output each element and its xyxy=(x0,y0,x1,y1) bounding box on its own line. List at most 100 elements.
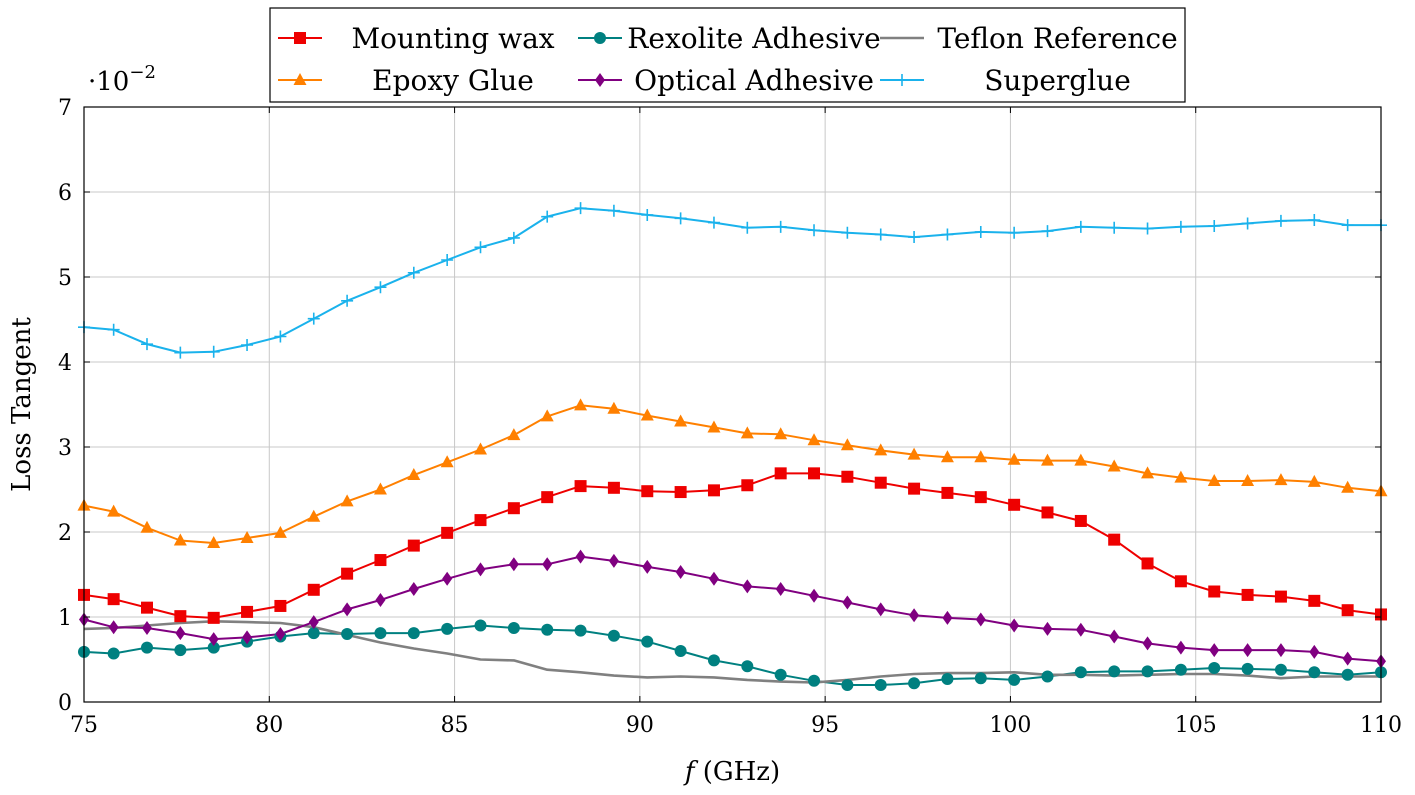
legend-label: Optical Adhesive xyxy=(634,64,874,97)
data-point-epoxy-glue xyxy=(674,414,688,427)
data-point-superglue xyxy=(407,266,420,279)
legend-label: Mounting wax xyxy=(351,22,554,55)
data-point-optical-adhesive xyxy=(1042,621,1053,636)
data-point-epoxy-glue xyxy=(440,455,454,468)
data-point-superglue xyxy=(1141,222,1154,235)
data-point-mounting-wax xyxy=(908,482,921,495)
data-point-epoxy-glue xyxy=(1141,466,1155,479)
x-tick-label: 110 xyxy=(1360,713,1402,738)
data-point-epoxy-glue xyxy=(974,450,988,463)
data-point-rexolite-adhesive xyxy=(174,644,187,657)
x-axis-title: f (GHz) xyxy=(683,757,780,787)
data-point-mounting-wax xyxy=(874,476,887,489)
data-point-epoxy-glue xyxy=(740,426,754,439)
data-point-superglue xyxy=(174,346,187,359)
data-point-superglue xyxy=(541,210,554,223)
data-point-superglue xyxy=(274,330,287,343)
data-point-mounting-wax xyxy=(1208,585,1221,598)
data-point-mounting-wax xyxy=(1041,506,1054,519)
data-point-rexolite-adhesive xyxy=(307,627,320,640)
data-point-rexolite-adhesive xyxy=(407,627,420,640)
data-point-superglue xyxy=(341,294,354,307)
series-line-superglue xyxy=(83,207,1381,354)
y-axis-ticks: 0 1 2 3 4 5 6 7 xyxy=(58,96,1381,716)
data-point-optical-adhesive xyxy=(842,595,853,610)
series-line-epoxy-glue xyxy=(83,404,1382,544)
legend-label: Epoxy Glue xyxy=(372,64,534,97)
data-point-optical-adhesive xyxy=(742,579,753,594)
data-point-superglue xyxy=(1208,220,1221,232)
x-tick-label: 95 xyxy=(811,713,839,738)
legend-entry-teflon-reference: Teflon Reference xyxy=(880,22,1178,55)
data-point-epoxy-glue xyxy=(707,420,721,433)
data-point-rexolite-adhesive xyxy=(574,624,587,637)
data-point-mounting-wax xyxy=(441,526,454,539)
legend-entry-rexolite-adhesive: Rexolite Adhesive xyxy=(578,22,881,55)
data-point-mounting-wax xyxy=(841,470,854,483)
series-markers-epoxy-glue xyxy=(77,398,1388,549)
data-point-epoxy-glue xyxy=(173,533,187,546)
data-point-superglue xyxy=(140,338,153,351)
data-point-mounting-wax xyxy=(1174,575,1187,588)
data-point-mounting-wax xyxy=(774,467,787,480)
y-tick-label: 5 xyxy=(58,266,72,291)
data-point-rexolite-adhesive xyxy=(1341,668,1354,681)
data-point-mounting-wax xyxy=(1308,594,1321,607)
data-point-superglue xyxy=(1008,226,1021,239)
data-point-optical-adhesive xyxy=(342,602,353,617)
data-point-mounting-wax xyxy=(741,479,754,492)
data-point-superglue xyxy=(641,208,654,221)
data-point-optical-adhesive xyxy=(1242,643,1253,658)
data-point-superglue xyxy=(474,241,487,254)
data-point-rexolite-adhesive xyxy=(107,647,120,660)
data-point-mounting-wax xyxy=(541,491,554,504)
y-tick-label: 7 xyxy=(58,96,72,121)
data-point-optical-adhesive xyxy=(708,571,719,586)
data-point-mounting-wax xyxy=(1108,533,1121,546)
data-point-epoxy-glue xyxy=(874,443,888,456)
data-point-epoxy-glue xyxy=(540,409,554,422)
data-point-epoxy-glue xyxy=(1241,474,1255,486)
y-tick-label: 1 xyxy=(58,606,72,631)
data-point-superglue xyxy=(307,312,320,325)
data-point-optical-adhesive xyxy=(1075,622,1086,637)
data-point-optical-adhesive xyxy=(675,564,686,579)
data-point-optical-adhesive xyxy=(1175,640,1186,655)
legend-entry-optical-adhesive: Optical Adhesive xyxy=(578,64,874,97)
data-point-mounting-wax xyxy=(207,611,220,624)
data-point-optical-adhesive xyxy=(208,632,219,647)
data-point-epoxy-glue xyxy=(1207,474,1221,486)
data-point-epoxy-glue xyxy=(1107,459,1121,472)
data-point-optical-adhesive xyxy=(175,626,186,641)
y-tick-label: 4 xyxy=(58,351,72,376)
series-line-mounting-wax xyxy=(83,472,1382,619)
series-markers-rexolite-adhesive xyxy=(78,619,1387,691)
data-point-optical-adhesive xyxy=(875,602,886,617)
y-tick-label: 3 xyxy=(58,436,72,461)
data-point-mounting-wax xyxy=(1008,498,1021,511)
data-point-superglue xyxy=(1341,219,1354,232)
data-point-optical-adhesive xyxy=(575,549,586,564)
data-point-epoxy-glue xyxy=(1174,470,1188,483)
data-point-epoxy-glue xyxy=(474,442,488,455)
data-point-optical-adhesive xyxy=(442,571,453,586)
data-point-mounting-wax xyxy=(1241,588,1254,601)
data-point-rexolite-adhesive xyxy=(607,629,620,642)
data-point-rexolite-adhesive xyxy=(1308,666,1321,679)
data-point-superglue xyxy=(1241,217,1254,230)
y-tick-label: 2 xyxy=(58,521,72,546)
data-point-superglue xyxy=(207,345,220,358)
data-point-mounting-wax xyxy=(607,481,620,494)
series-lines xyxy=(83,207,1382,686)
data-point-rexolite-adhesive xyxy=(207,641,220,654)
series-markers-optical-adhesive xyxy=(79,549,1386,669)
data-point-superglue xyxy=(808,224,821,237)
data-point-optical-adhesive xyxy=(475,562,486,577)
data-point-rexolite-adhesive xyxy=(441,622,454,635)
data-point-superglue xyxy=(674,212,687,225)
data-point-superglue xyxy=(974,225,987,238)
data-point-optical-adhesive xyxy=(375,593,386,607)
data-point-optical-adhesive xyxy=(1142,636,1153,651)
data-point-epoxy-glue xyxy=(1040,453,1054,466)
